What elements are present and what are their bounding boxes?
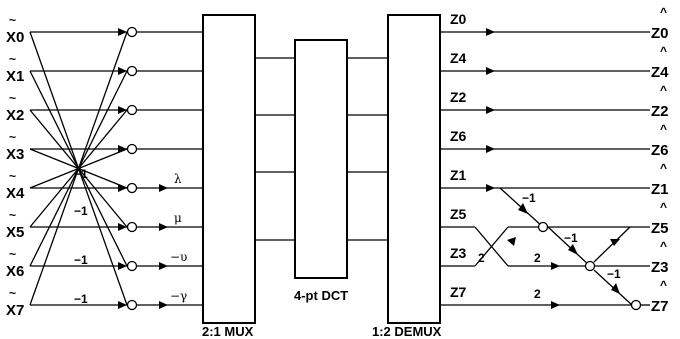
gain-label: −1 [74, 204, 88, 218]
input-label: X4 [6, 185, 25, 202]
svg-text:^: ^ [660, 122, 667, 136]
svg-text:^: ^ [660, 200, 667, 214]
output-label: Z0 [651, 25, 669, 42]
z-label: Z5 [450, 206, 467, 222]
svg-text:^: ^ [660, 278, 667, 292]
sum-node [126, 26, 138, 38]
output-label: Z5 [651, 220, 669, 237]
sum-node [630, 299, 642, 311]
input-x4: X4 ~ [6, 169, 25, 202]
input-x3: X3 ~ [6, 130, 24, 163]
output-label: Z6 [651, 142, 669, 159]
svg-text:^: ^ [660, 83, 667, 97]
z-label: Z7 [450, 284, 467, 300]
z-label: Z2 [450, 89, 467, 105]
coef-gamma: −γ [170, 289, 187, 303]
coef-upsilon: −υ [170, 250, 187, 264]
input-x2: X2 ~ [6, 91, 24, 124]
dct-block: 4-pt DCT [294, 39, 348, 303]
svg-text:^: ^ [660, 239, 667, 253]
gain-label: 2 [534, 287, 541, 301]
demux-block: 1:2 DEMUX [372, 14, 442, 339]
sum-node [126, 221, 138, 233]
input-x1: X1 ~ [6, 52, 24, 85]
z-labels: Z0 Z4 Z2 Z6 Z1 Z5 Z3 Z7 [450, 11, 467, 300]
gain-label: −1 [607, 267, 621, 281]
input-x0: X0 ~ [6, 13, 24, 46]
svg-text:^: ^ [660, 161, 667, 175]
gain-label: −1 [74, 167, 88, 181]
output-label: Z2 [651, 103, 669, 120]
gain-label: 2 [478, 251, 485, 265]
coef-lambda: λ [174, 172, 182, 186]
dct-to-demux [347, 57, 388, 241]
coef-mu: μ [174, 211, 182, 225]
output-label: Z1 [651, 181, 669, 198]
svg-text:~: ~ [9, 169, 16, 183]
output-label: Z3 [651, 259, 669, 276]
gain-label: −1 [74, 292, 88, 306]
input-label: X0 [6, 29, 24, 46]
input-x5: X5 ~ [6, 208, 24, 241]
sum-node [126, 65, 138, 77]
output-label: Z4 [651, 64, 669, 81]
mux-block: 2:1 MUX [202, 14, 256, 339]
svg-text:^: ^ [660, 44, 667, 58]
svg-text:~: ~ [9, 247, 16, 261]
sum-node [126, 299, 138, 311]
demux-label: 1:2 DEMUX [372, 324, 442, 339]
input-labels: X0 ~ X1 ~ X2 ~ X3 ~ X4 ~ X5 ~ X6 ~ X7 ~ [6, 13, 25, 319]
svg-text:~: ~ [9, 13, 16, 27]
z-label: Z6 [450, 128, 467, 144]
gain-label: −1 [522, 191, 536, 205]
z-label: Z4 [450, 50, 467, 66]
svg-text:^: ^ [660, 5, 667, 19]
input-label: X6 [6, 263, 24, 280]
mux-inputs: λ μ −υ −γ [137, 31, 203, 309]
sum-node [126, 260, 138, 272]
z-label: Z0 [450, 11, 467, 27]
z-label: Z3 [450, 245, 467, 261]
sum-node [537, 221, 549, 233]
output-labels: ^ Z0 ^ Z4 ^ Z2 ^ Z6 ^ Z1 ^ Z5 ^ Z3 ^ Z7 [651, 5, 669, 315]
output-label: Z7 [651, 298, 669, 315]
gain-label: −1 [564, 231, 578, 245]
input-label: X5 [6, 224, 24, 241]
input-label: X7 [6, 302, 24, 319]
input-butterfly: −1 −1 −1 −1 [29, 26, 138, 311]
input-label: X2 [6, 107, 24, 124]
svg-text:~: ~ [9, 91, 16, 105]
svg-text:~: ~ [9, 52, 16, 66]
sum-node [584, 260, 596, 272]
input-label: X1 [6, 68, 24, 85]
mux-label: 2:1 MUX [202, 324, 254, 339]
gain-label: 2 [534, 251, 541, 265]
dct-label: 4-pt DCT [294, 288, 348, 303]
sum-node [126, 182, 138, 194]
sum-node [126, 143, 138, 155]
output-network: −1 −1 −1 2 2 2 [440, 28, 650, 311]
input-label: X3 [6, 146, 24, 163]
input-x7: X7 ~ [6, 286, 24, 319]
svg-text:~: ~ [9, 130, 16, 144]
svg-text:~: ~ [9, 286, 16, 300]
gain-label: −1 [74, 253, 88, 267]
input-x6: X6 ~ [6, 247, 24, 280]
svg-text:~: ~ [9, 208, 16, 222]
z-label: Z1 [450, 167, 467, 183]
sum-node [126, 104, 138, 116]
mux-to-dct [255, 57, 295, 241]
